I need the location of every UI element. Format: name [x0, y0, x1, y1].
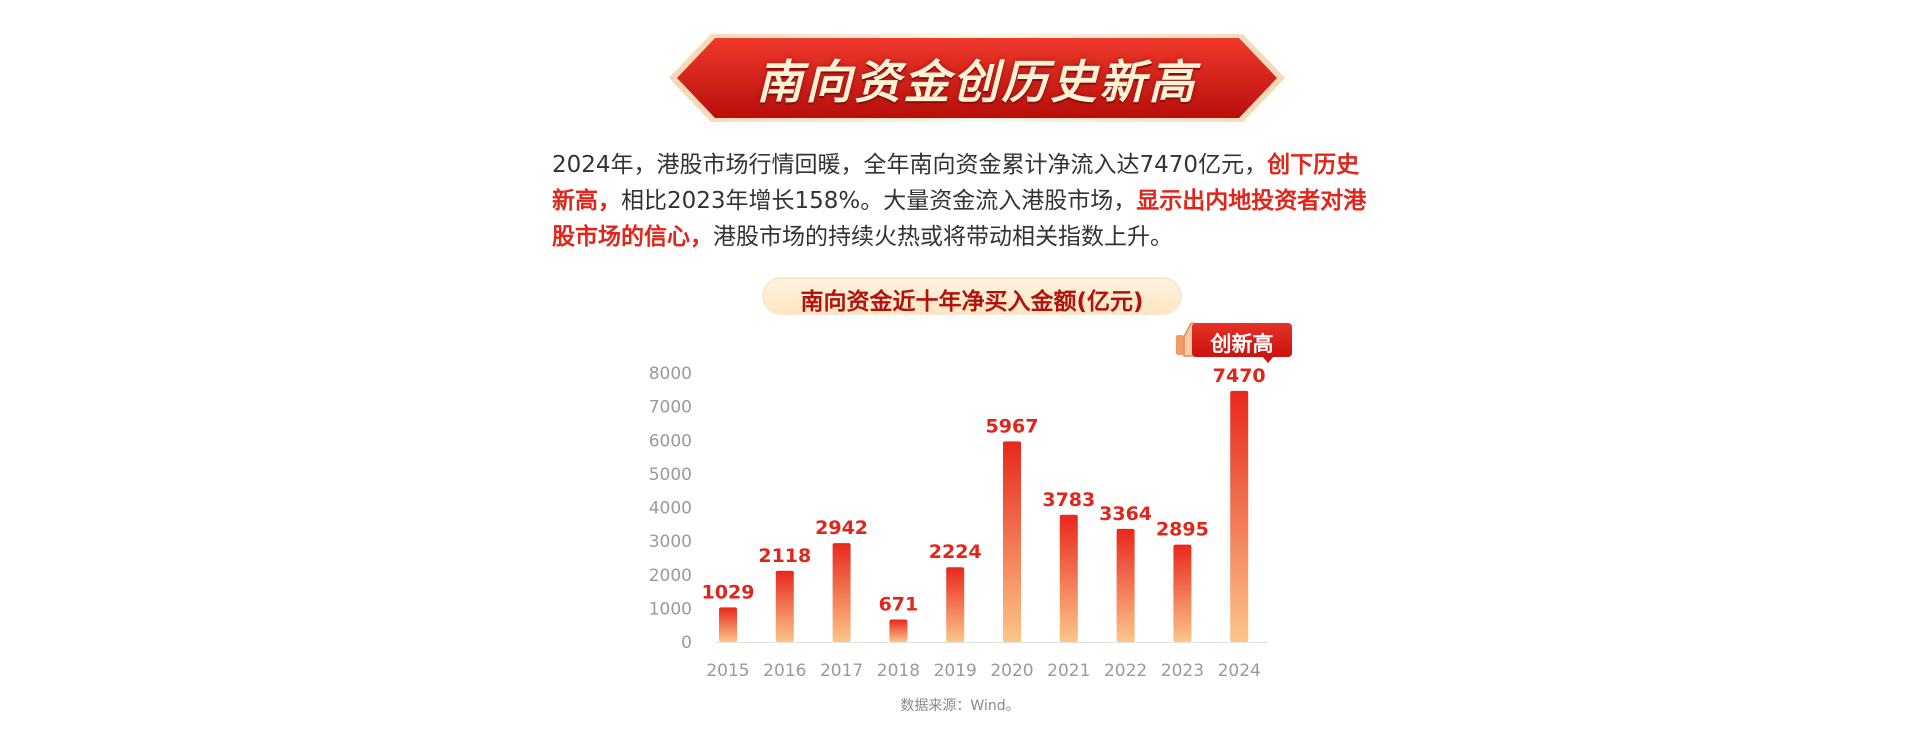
bar-2016 [775, 570, 794, 642]
intro-paragraph: 2024年，港股市场行情回暖，全年南向资金累计净流入达7470亿元，创下历史新高… [552, 147, 1382, 255]
bar-2020 [1003, 441, 1021, 642]
data-source-note: 数据来源：Wind。 [900, 698, 1020, 714]
bar-value-label: 5967 [986, 415, 1039, 437]
y-tick-label: 0 [681, 633, 692, 653]
intro-text-3: 港股市场的持续火热或将带动相关指数上升。 [713, 224, 1173, 250]
banner-title: 南向资金创历史新高 [756, 55, 1198, 109]
y-tick-label: 8000 [649, 364, 692, 384]
banner: 南向资金创历史新高 [667, 32, 1287, 124]
bar-2024 [1230, 390, 1249, 642]
x-tick-label: 2024 [1218, 661, 1261, 681]
record-high-badge: 创新高 [1172, 319, 1294, 363]
chart-title-pill: 南向资金近十年净买入金额(亿元) [762, 277, 1182, 315]
bar-value-label: 2224 [929, 541, 982, 563]
bar-2019 [946, 567, 965, 642]
x-tick-label: 2015 [706, 661, 749, 681]
bar-value-label: 671 [879, 593, 919, 615]
y-tick-label: 7000 [649, 398, 692, 418]
bar-2017 [832, 543, 851, 642]
bar-2015 [719, 607, 737, 642]
badge-text: 创新高 [1210, 332, 1274, 356]
chart-title: 南向资金近十年净买入金额(亿元) [800, 289, 1144, 315]
x-tick-label: 2021 [1047, 661, 1090, 681]
bar-2023 [1173, 544, 1192, 642]
badge-pointer [1262, 356, 1274, 363]
bar-value-label: 1029 [702, 581, 755, 603]
x-tick-label: 2017 [820, 661, 863, 681]
x-tick-label: 2022 [1104, 661, 1147, 681]
intro-text-2: 相比2023年增长158%。大量资金流入港股市场， [621, 188, 1137, 214]
badge-box [1192, 323, 1292, 357]
x-tick-label: 2023 [1161, 661, 1204, 681]
bar-2022 [1116, 528, 1135, 642]
y-tick-label: 3000 [649, 532, 692, 552]
bars [719, 390, 1249, 642]
y-axis-ticks: 0 1000 2000 3000 4000 5000 6000 7000 8000 [649, 364, 692, 653]
x-tick-label: 2020 [990, 661, 1033, 681]
bar-value-label: 2118 [758, 545, 811, 567]
bar-value-label: 7470 [1213, 365, 1266, 387]
bar-value-label: 2942 [815, 517, 868, 539]
bar-value-label: 2895 [1156, 519, 1209, 541]
bar-2018 [889, 619, 908, 642]
x-tick-label: 2019 [934, 661, 977, 681]
bar-value-label: 3364 [1099, 503, 1152, 525]
x-axis-ticks: 2015 2016 2017 2018 2019 2020 2021 2022 2023 2024 [706, 661, 1260, 681]
y-tick-label: 4000 [649, 499, 692, 519]
x-tick-label: 2018 [877, 661, 920, 681]
banner-ribbon [669, 34, 1285, 122]
intro-text-1: 2024年，港股市场行情回暖，全年南向资金累计净流入达7470亿元， [552, 152, 1268, 178]
bar-value-label: 3783 [1042, 489, 1095, 511]
y-tick-label: 5000 [649, 465, 692, 485]
y-tick-label: 1000 [649, 599, 692, 619]
intro-highlight-2: 显示出内地投资者对港股市场的信心， [552, 188, 1367, 250]
intro-highlight-1: 创下历史新高， [552, 152, 1360, 214]
y-tick-label: 2000 [649, 566, 692, 586]
bar-2021 [1059, 514, 1078, 642]
y-tick-label: 6000 [649, 431, 692, 451]
x-tick-label: 2016 [763, 661, 806, 681]
